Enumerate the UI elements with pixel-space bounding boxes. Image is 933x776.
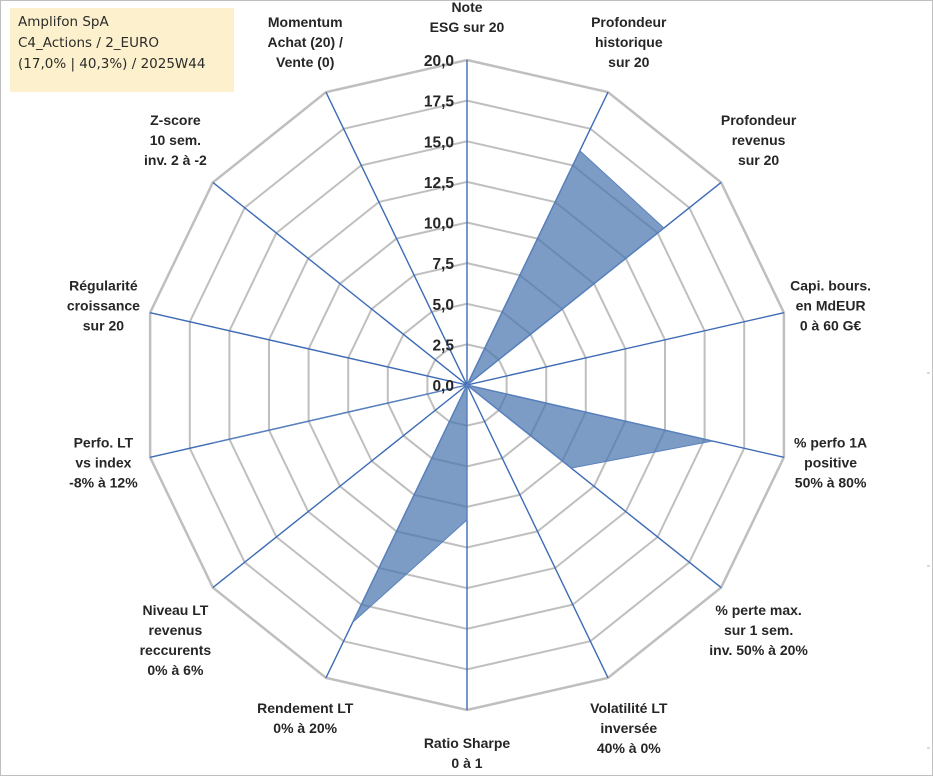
tick-label: 17,5 [424,94,455,111]
right-edge-marks [927,0,930,776]
axis-label-line: inv. 50% à 20% [709,642,808,658]
tick-label: 5,0 [432,297,454,314]
axis-label: Niveau LT revenus reccurents 0% à 6% [140,602,212,678]
axis-label-line: -8% à 12% [69,475,138,491]
axis-label: Volatilité LT inversée 40% à 0% [590,700,668,756]
tick-label: 2,5 [432,337,454,354]
axis-label-line: % perfo 1A [794,435,867,451]
axis-label-line: 0% à 20% [273,720,337,736]
tick-label: 12,5 [424,175,455,192]
axis-label-line: 0 à 60 G€ [800,318,862,334]
axis-label-line: reccurents [140,642,212,658]
tick-label: 7,5 [432,256,454,273]
axis-label-line: croissance [67,298,140,314]
axis-label-line: Ratio Sharpe [424,735,511,751]
axis-label: Profondeur revenus sur 20 [721,112,797,168]
tick-label: 0,0 [432,378,454,395]
axis-spoke [325,91,468,386]
axis-spoke [466,384,609,679]
axis-label: % perte max. sur 1 sem. inv. 50% à 20% [709,602,808,658]
axis-label-line: Vente (0) [276,54,334,70]
axis-label-line: Volatilité LT [590,700,668,716]
axis-label: Note ESG sur 20 [430,0,505,35]
info-box: Amplifon SpA C4_Actions / 2_EURO (17,0% … [10,8,234,92]
portfolio-category: C4_Actions / 2_EURO [18,35,159,51]
axis-label-line: Note [451,0,482,15]
tick-label: 20,0 [424,53,454,70]
axis-label-line: 10 sem. [150,132,201,148]
axis-label-line: Profondeur [721,112,797,128]
axis-label-line: Régularité [69,278,138,294]
axis-label-line: 40% à 0% [597,740,661,756]
axis-label: Perfo. LT vs index -8% à 12% [69,435,138,491]
axis-label: Régularité croissance sur 20 [67,278,140,334]
edge-mark [927,565,930,567]
axis-label-line: Z-score [150,112,201,128]
axis-label: Ratio Sharpe 0 à 1 [424,735,511,771]
edge-mark [927,372,930,374]
period-stats: (17,0% | 40,3%) / 2025W44 [18,56,206,72]
axis-label-line: 0% à 6% [147,662,204,678]
axis-label-line: revenus [732,132,786,148]
tick-label: 15,0 [424,134,454,151]
axis-label: Momentum Achat (20) / Vente (0) [267,14,343,70]
axis-label-line: Achat (20) / [267,34,343,50]
tick-label: 10,0 [424,216,454,233]
axis-label-line: revenus [149,622,203,638]
series-area [211,149,713,623]
axis-spoke [466,312,785,386]
axis-label-line: vs index [75,455,131,471]
axis-spoke [212,384,468,589]
axis-label-line: sur 20 [83,318,124,334]
axis-label-line: inversée [600,720,657,736]
edge-mark [927,747,930,749]
axis-label-line: Capi. bours. [790,278,871,294]
axis-label: % perfo 1A positive 50% à 80% [794,435,867,491]
tick-layer: 0,0 2,5 5,0 7,5 10,0 12,5 15,0 17,5 20,0 [424,53,455,395]
axis-label-line: sur 20 [738,152,779,168]
axis-label-line: en MdEUR [796,298,866,314]
axis-label-line: 50% à 80% [795,475,867,491]
axis-label: Capi. bours. en MdEUR 0 à 60 G€ [790,278,871,334]
company-name: Amplifon SpA [18,14,109,30]
axis-label-line: positive [804,455,857,471]
axis-label-line: Momentum [268,14,343,30]
axis-label: Z-score 10 sem. inv. 2 à -2 [144,112,207,168]
axis-label-line: ESG sur 20 [430,19,505,35]
axis-label-line: Profondeur [591,14,667,30]
axis-label-line: Niveau LT [142,602,208,618]
label-layer: Note ESG sur 20 Profondeur historique sur 20… [67,0,871,771]
axis-label-line: Perfo. LT [74,435,134,451]
axis-label: Profondeur historique sur 20 [591,14,667,70]
axis-label-line: sur 20 [608,54,649,70]
axis-label: Rendement LT 0% à 20% [257,700,354,736]
series-layer [211,149,713,623]
axis-label-line: Rendement LT [257,700,354,716]
axis-label-line: 0 à 1 [451,755,482,771]
axis-spoke [212,181,468,386]
axis-label-line: sur 1 sem. [724,622,793,638]
axis-spoke [149,312,468,386]
axis-label-line: inv. 2 à -2 [144,152,207,168]
axis-label-line: historique [595,34,663,50]
axis-label-line: % perte max. [715,602,801,618]
